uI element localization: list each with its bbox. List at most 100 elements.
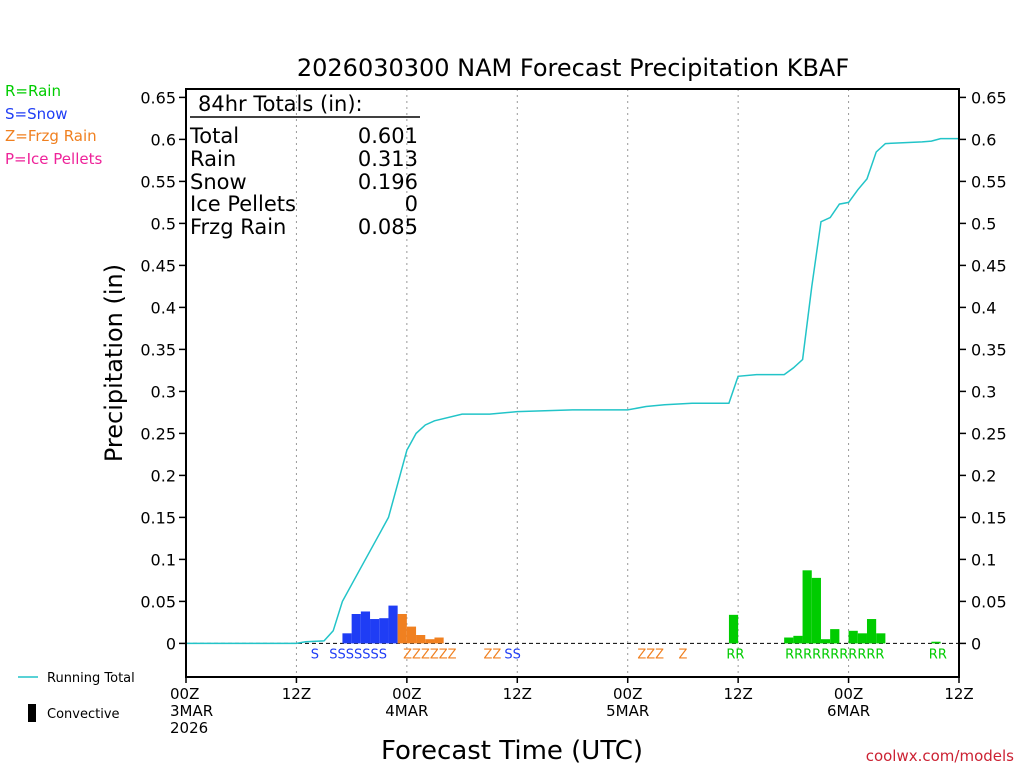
totals-label-frzg-rain: Frzg Rain: [190, 215, 286, 239]
bar-rain: [811, 577, 821, 644]
x-tick-label: 00Z: [170, 685, 199, 703]
bar-rain: [857, 633, 867, 644]
x-axis-label: Forecast Time (UTC): [381, 736, 643, 766]
precip-type-labels: S SSSSSSS ZZZZZZ ZZ SS ZZZ Z RR RRRRRRRRRRR RR: [311, 647, 947, 662]
legend-frzg-rain: Z=Frzg Rain: [5, 127, 97, 145]
precip-type-label: ZZ: [484, 647, 502, 662]
bar-rain: [848, 630, 858, 644]
credit-text: coolwx.com/models: [866, 747, 1014, 765]
x-tick-label: 5MAR: [606, 702, 649, 720]
x-tick-label: 12Z: [723, 685, 752, 703]
y-tick-label-left: 0.1: [151, 550, 176, 569]
y-tick-label-right: 0.05: [971, 592, 1007, 611]
y-tick-label-left: 0.3: [151, 382, 176, 401]
x-tick-label: 2026: [170, 719, 208, 737]
bar-rain: [820, 639, 831, 644]
totals-value-rain: 0.313: [358, 147, 418, 171]
y-tick-label-right: 0.15: [971, 508, 1007, 527]
y-tick-label-left: 0: [166, 634, 176, 653]
totals-label-total: Total: [189, 124, 239, 148]
precip-type-label: Z: [678, 647, 687, 662]
y-tick-label-right: 0.55: [971, 172, 1007, 191]
plot-frame: [185, 88, 960, 678]
totals-label-snow: Snow: [190, 170, 247, 194]
bar-rain: [802, 570, 812, 644]
y-tick-label-right: 0.45: [971, 256, 1007, 275]
x-tick-label: 3MAR: [170, 702, 213, 720]
y-tick-label-left: 0.65: [140, 88, 176, 107]
totals-value-ice-pellets: 0: [405, 192, 418, 216]
chart-title: 2026030300 NAM Forecast Precipitation KB…: [297, 54, 849, 82]
precip-type-label: ZZZZZZ: [403, 647, 457, 662]
x-tick-label: 6MAR: [827, 702, 870, 720]
bottom-legend: Running Total Convective: [18, 671, 135, 722]
y-tick-label-left: 0.35: [140, 340, 176, 359]
y-tick-label-right: 0.65: [971, 88, 1007, 107]
bar-frzg: [416, 635, 426, 644]
totals-label-ice-pellets: Ice Pellets: [190, 192, 296, 216]
x-tick-label: 12Z: [282, 685, 311, 703]
y-tick-label-left: 0.15: [140, 508, 176, 527]
y-tick-label-right: 0.2: [971, 466, 996, 485]
bar-rain: [793, 635, 803, 644]
x-tick-label: 12Z: [503, 685, 532, 703]
precip-type-label: S: [311, 647, 319, 662]
precip-type-label: RR: [929, 647, 947, 662]
x-tick-label: 12Z: [944, 685, 973, 703]
y-tick-label-left: 0.05: [140, 592, 176, 611]
y-tick-label-right: 0.3: [971, 382, 996, 401]
bar-rain: [830, 629, 840, 644]
hourly-bars: [342, 570, 941, 644]
y-tick-label-right: 0.5: [971, 214, 996, 233]
y-tick-label-left: 0.55: [140, 172, 176, 191]
precip-type-label: RR: [726, 647, 744, 662]
convective-legend-label: Convective: [47, 707, 120, 722]
bar-frzg: [406, 626, 417, 644]
y-tick-label-left: 0.25: [140, 424, 176, 443]
precip-type-label: SS: [504, 647, 521, 662]
totals-value-frzg-rain: 0.085: [358, 215, 418, 239]
bar-snow: [370, 619, 380, 644]
precip-type-label: RRRRRRRRRRR: [785, 647, 884, 662]
bar-rain: [728, 614, 739, 644]
legend-ice-pellets: P=Ice Pellets: [5, 150, 102, 168]
precip-type-label: SSSSSSS: [329, 647, 387, 662]
y-tick-label-right: 0: [971, 634, 981, 653]
totals-heading: 84hr Totals (in):: [198, 92, 363, 116]
y-tick-label-right: 0.35: [971, 340, 1007, 359]
x-tick-label: 00Z: [834, 685, 863, 703]
y-tick-label-left: 0.45: [140, 256, 176, 275]
bar-frzg: [434, 637, 444, 644]
bar-snow: [351, 614, 361, 644]
y-tick-label-right: 0.4: [971, 298, 996, 317]
bar-rain: [931, 641, 941, 644]
bar-snow: [360, 611, 371, 644]
totals-box: 84hr Totals (in): Total 0.601 Rain 0.313…: [189, 92, 420, 239]
bar-snow: [388, 605, 398, 644]
y-tick-label-left: 0.2: [151, 466, 176, 485]
totals-value-snow: 0.196: [358, 170, 418, 194]
y-tick-label-left: 0.4: [151, 298, 176, 317]
precip-type-legend: R=Rain S=Snow Z=Frzg Rain P=Ice Pellets: [5, 82, 102, 168]
running-total-line: [186, 137, 959, 645]
y-tick-label-left: 0.6: [151, 130, 176, 149]
y-tick-label-right: 0.6: [971, 130, 996, 149]
x-tick-label: 00Z: [392, 685, 421, 703]
totals-value-total: 0.601: [358, 124, 418, 148]
x-tick-label: 00Z: [613, 685, 642, 703]
bar-frzg: [397, 614, 407, 644]
y-tick-label-right: 0.25: [971, 424, 1007, 443]
bar-rain: [876, 633, 886, 644]
legend-rain: R=Rain: [5, 82, 61, 100]
bar-snow: [342, 633, 352, 644]
running-total-legend-label: Running Total: [47, 671, 135, 686]
convective-legend-swatch: [28, 704, 36, 722]
bar-frzg: [425, 639, 435, 644]
y-axis: 0 0 0.05 0.05 0.1 0.1 0.15 0.15 0.2 0.2 0.25 0.25 0.…: [140, 88, 1006, 653]
y-tick-label-right: 0.1: [971, 550, 996, 569]
bar-rain: [866, 619, 877, 644]
totals-label-rain: Rain: [190, 147, 236, 171]
y-axis-label: Precipitation (in): [100, 264, 128, 462]
